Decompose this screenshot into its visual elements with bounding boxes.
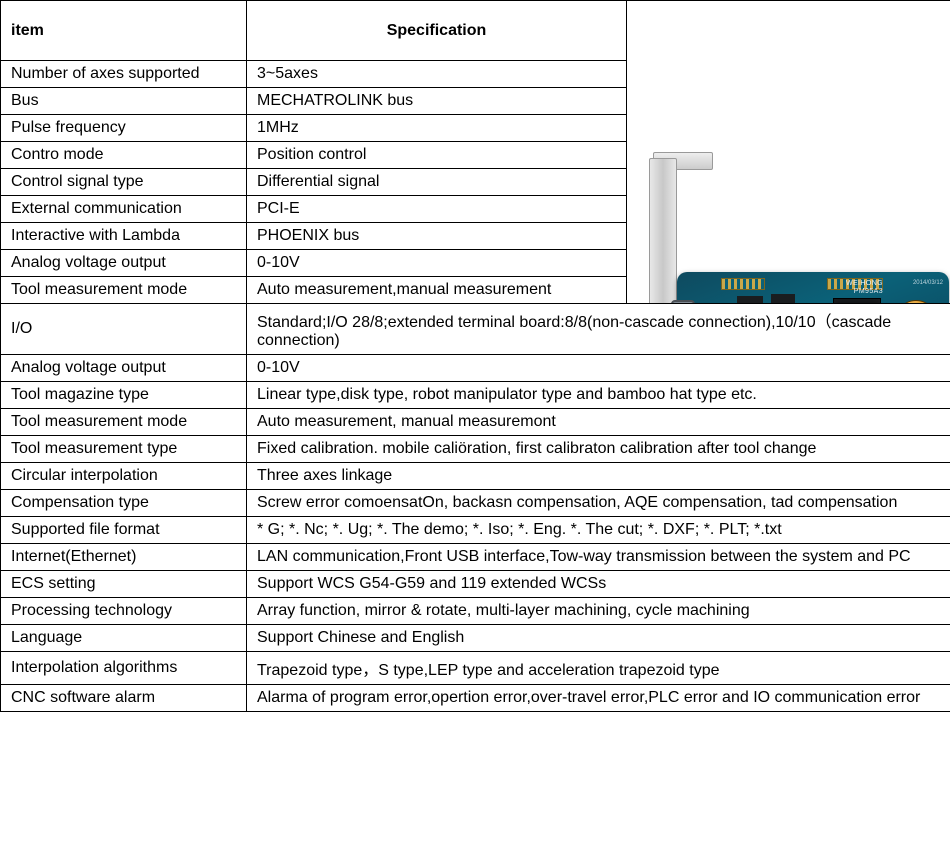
cell-item: Analog voltage output — [1, 250, 247, 277]
table-row: Processing technologyArray function, mir… — [1, 598, 950, 625]
cell-item: Bus — [1, 88, 247, 115]
cell-item: Number of axes supported — [1, 61, 247, 88]
cell-item: ECS setting — [1, 571, 247, 598]
cell-item: Interpolation algorithms — [1, 652, 247, 685]
header-pins-b — [721, 278, 765, 290]
cell-spec: Auto measurement,manual measurement — [247, 277, 627, 304]
table-row: Tool measurement typeFixed calibration. … — [1, 436, 950, 463]
cell-item: Control signal type — [1, 169, 247, 196]
cell-spec: Differential signal — [247, 169, 627, 196]
cell-spec: 0-10V — [247, 250, 627, 277]
table-row: Supported file format* G; *. Nc; *. Ug; … — [1, 517, 950, 544]
cell-spec: Fixed calibration. mobile caliöration, f… — [247, 436, 950, 463]
cell-spec: PHOENIX bus — [247, 223, 627, 250]
cell-spec: Support WCS G54-G59 and 119 extended WCS… — [247, 571, 950, 598]
table-body: item Specification — [1, 1, 950, 712]
cell-item: Compensation type — [1, 490, 247, 517]
cell-spec: 0-10V — [247, 355, 950, 382]
cell-spec: Standard;I/O 28/8;extended terminal boar… — [247, 304, 950, 355]
header-item: item — [1, 1, 247, 61]
cell-item: Circular interpolation — [1, 463, 247, 490]
product-image-cell: WEIHONG PM95A3 2014/03/12 X-20-HDI — [627, 1, 950, 304]
cell-item: Pulse frequency — [1, 115, 247, 142]
table-row: Tool magazine typeLinear type,disk type,… — [1, 382, 950, 409]
table-row: ECS settingSupport WCS G54-G59 and 119 e… — [1, 571, 950, 598]
pcb-illustration: WEIHONG PM95A3 2014/03/12 X-20-HDI — [637, 142, 940, 162]
cell-spec: Auto measurement, manual measuremont — [247, 409, 950, 436]
cell-item: Supported file format — [1, 517, 247, 544]
table-row: Interpolation algorithmsTrapezoid type，S… — [1, 652, 950, 685]
table-row: Compensation typeScrew error comoensatOn… — [1, 490, 950, 517]
cell-spec: 3~5axes — [247, 61, 627, 88]
dsub-connector — [671, 300, 695, 304]
cell-item: Tool magazine type — [1, 382, 247, 409]
cell-spec: Array function, mirror & rotate, multi-l… — [247, 598, 950, 625]
cell-spec: Support Chinese and English — [247, 625, 950, 652]
table-row: Analog voltage output0-10V — [1, 355, 950, 382]
cell-spec: Screw error comoensatOn, backasn compens… — [247, 490, 950, 517]
cell-spec: Three axes linkage — [247, 463, 950, 490]
chip-small-b — [771, 294, 795, 304]
header-spec: Specification — [247, 1, 627, 61]
cell-item: External communication — [1, 196, 247, 223]
table-row: I/OStandard;I/O 28/8;extended terminal b… — [1, 304, 950, 355]
cell-spec: Trapezoid type，S type,LEP type and accel… — [247, 652, 950, 685]
cell-spec: * G; *. Nc; *. Ug; *. The demo; *. Iso; … — [247, 517, 950, 544]
coin-cell-battery — [895, 300, 937, 304]
cell-item: Tool measurement type — [1, 436, 247, 463]
cell-item: Tool measurement mode — [1, 277, 247, 304]
cell-spec: Alarma of program error,opertion error,o… — [247, 685, 950, 712]
table-row: CNC software alarmAlarma of program erro… — [1, 685, 950, 712]
pcb-board: WEIHONG PM95A3 2014/03/12 X-20-HDI — [677, 272, 949, 304]
cell-spec: 1MHz — [247, 115, 627, 142]
cell-item: I/O — [1, 304, 247, 355]
cell-spec: Linear type,disk type, robot manipulator… — [247, 382, 950, 409]
chip-small-a — [737, 296, 763, 304]
cell-spec: Position control — [247, 142, 627, 169]
cell-spec: LAN communication,Front USB interface,To… — [247, 544, 950, 571]
table-row: LanguageSupport Chinese and English — [1, 625, 950, 652]
pci-bracket — [649, 158, 677, 304]
board-model: PM95A3 — [854, 288, 883, 295]
table-row: Tool measurement modeAuto measurement, m… — [1, 409, 950, 436]
board-brand-label: WEIHONG PM95A3 — [846, 280, 883, 295]
main-fpga-chip — [833, 298, 881, 304]
cell-spec: PCI-E — [247, 196, 627, 223]
cell-spec: MECHATROLINK bus — [247, 88, 627, 115]
cell-item: Contro mode — [1, 142, 247, 169]
cell-item: Analog voltage output — [1, 355, 247, 382]
cell-item: Interactive with Lambda — [1, 223, 247, 250]
specification-table: item Specification — [0, 0, 950, 712]
cell-item: CNC software alarm — [1, 685, 247, 712]
board-brand: WEIHONG — [846, 280, 883, 287]
cell-item: Internet(Ethernet) — [1, 544, 247, 571]
table-row: Circular interpolationThree axes linkage — [1, 463, 950, 490]
cell-item: Language — [1, 625, 247, 652]
table-row: Internet(Ethernet)LAN communication,Fron… — [1, 544, 950, 571]
cell-item: Processing technology — [1, 598, 247, 625]
board-date: 2014/03/12 — [913, 280, 943, 286]
header-row: item Specification — [1, 1, 950, 61]
cell-item: Tool measurement mode — [1, 409, 247, 436]
